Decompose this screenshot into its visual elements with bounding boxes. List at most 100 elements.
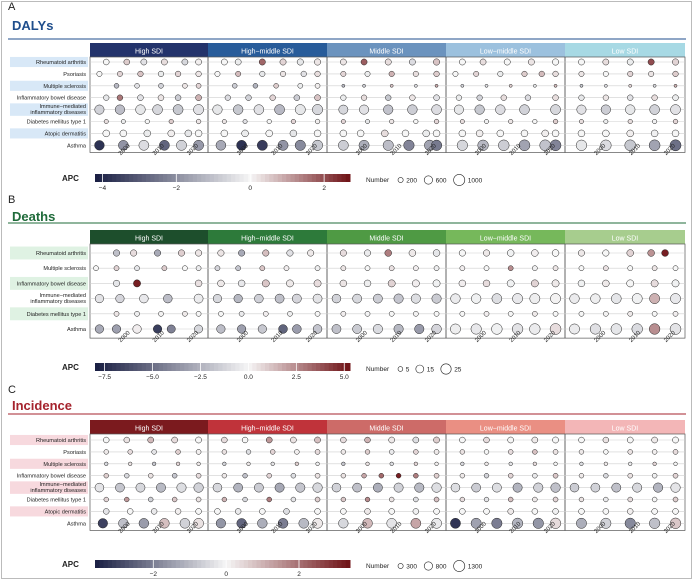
data-point	[93, 265, 99, 271]
data-point	[339, 129, 348, 138]
sdi-header-label: Middle SDI	[369, 236, 403, 243]
data-point	[602, 70, 609, 77]
data-point	[221, 58, 228, 66]
data-point	[482, 279, 491, 288]
colorbar-segment	[133, 560, 138, 568]
data-point	[669, 139, 682, 152]
sdi-header	[90, 420, 208, 434]
data-point	[458, 249, 466, 257]
data-point	[484, 461, 489, 466]
data-point	[600, 104, 611, 115]
data-point	[195, 311, 202, 317]
facet-frame	[207, 433, 328, 531]
data-point	[459, 496, 465, 503]
data-point	[117, 70, 123, 77]
data-point	[512, 482, 523, 493]
size-legend-label: 600	[436, 178, 447, 185]
sdi-header	[90, 230, 208, 244]
colorbar-segment	[303, 560, 308, 568]
data-point	[385, 94, 392, 101]
colorbar-segment	[273, 363, 279, 371]
colorbar-segment	[248, 363, 253, 371]
data-point	[602, 58, 610, 66]
data-point	[279, 58, 287, 66]
panel-title: Deaths	[12, 209, 55, 224]
row-label-bg	[10, 276, 88, 290]
colorbar-segment	[277, 560, 283, 568]
data-point	[361, 473, 367, 479]
data-point	[340, 508, 347, 515]
size-legend-circle	[415, 364, 425, 374]
data-point	[532, 473, 538, 479]
colorbar-segment	[294, 363, 300, 371]
data-point	[315, 461, 320, 466]
data-point	[577, 249, 585, 257]
row-label: Psoriasis	[63, 450, 86, 456]
data-point	[550, 517, 562, 529]
colorbar-segment	[265, 363, 270, 371]
colorbar-segment	[248, 560, 253, 568]
data-point	[364, 249, 371, 257]
data-point	[507, 449, 514, 455]
data-point	[137, 94, 144, 101]
sdi-header-label: Low SDI	[612, 426, 639, 433]
data-point	[194, 279, 203, 288]
data-point	[672, 508, 679, 515]
data-point	[364, 436, 371, 444]
data-point	[433, 436, 440, 444]
data-point	[157, 70, 165, 77]
facet-frame	[564, 433, 686, 531]
data-point	[578, 70, 585, 77]
data-point	[193, 482, 204, 493]
colorbar-segment	[120, 363, 126, 371]
data-point	[669, 323, 682, 335]
data-point	[224, 94, 231, 101]
data-point	[483, 449, 490, 455]
data-point	[383, 104, 394, 115]
data-point	[274, 104, 285, 115]
data-point	[434, 461, 439, 466]
colorbar-segment	[180, 560, 185, 568]
data-point	[127, 508, 134, 515]
data-point	[286, 279, 294, 288]
data-point	[503, 58, 511, 66]
data-point	[283, 265, 290, 271]
data-point	[626, 436, 634, 444]
data-point	[491, 517, 503, 529]
data-point	[115, 294, 125, 304]
data-point	[520, 129, 529, 138]
data-point	[474, 104, 485, 115]
data-point	[195, 249, 203, 257]
size-legend-label: 15	[427, 367, 435, 374]
data-point	[651, 94, 658, 101]
colorbar-segment	[158, 174, 164, 182]
data-point	[531, 249, 539, 257]
data-point	[450, 482, 461, 493]
data-point	[96, 70, 103, 77]
data-point	[627, 118, 633, 125]
data-point	[673, 461, 678, 466]
data-point	[650, 279, 659, 288]
data-point	[158, 83, 164, 89]
sdi-header	[446, 420, 565, 434]
facet-frame	[564, 243, 686, 339]
row-label: Immune−mediated	[40, 482, 87, 488]
data-point	[626, 249, 634, 257]
data-point	[242, 496, 248, 503]
data-point	[159, 518, 170, 529]
colorbar-segment	[116, 363, 121, 371]
colorbar-segment	[95, 174, 100, 182]
data-point	[389, 118, 395, 125]
colorbar-tick-label: −4	[99, 185, 107, 192]
data-point	[532, 461, 537, 466]
colorbar-tick-label: 5.0	[340, 374, 349, 381]
colorbar-segment	[299, 363, 304, 371]
data-point	[431, 482, 442, 493]
row-label: inflammatory diseases	[30, 110, 86, 116]
data-point	[314, 70, 321, 77]
data-point	[602, 129, 610, 138]
data-point	[484, 119, 489, 124]
colorbar-segment	[235, 174, 240, 182]
colorbar-tick-label: 2	[322, 185, 326, 192]
data-point	[652, 84, 657, 88]
